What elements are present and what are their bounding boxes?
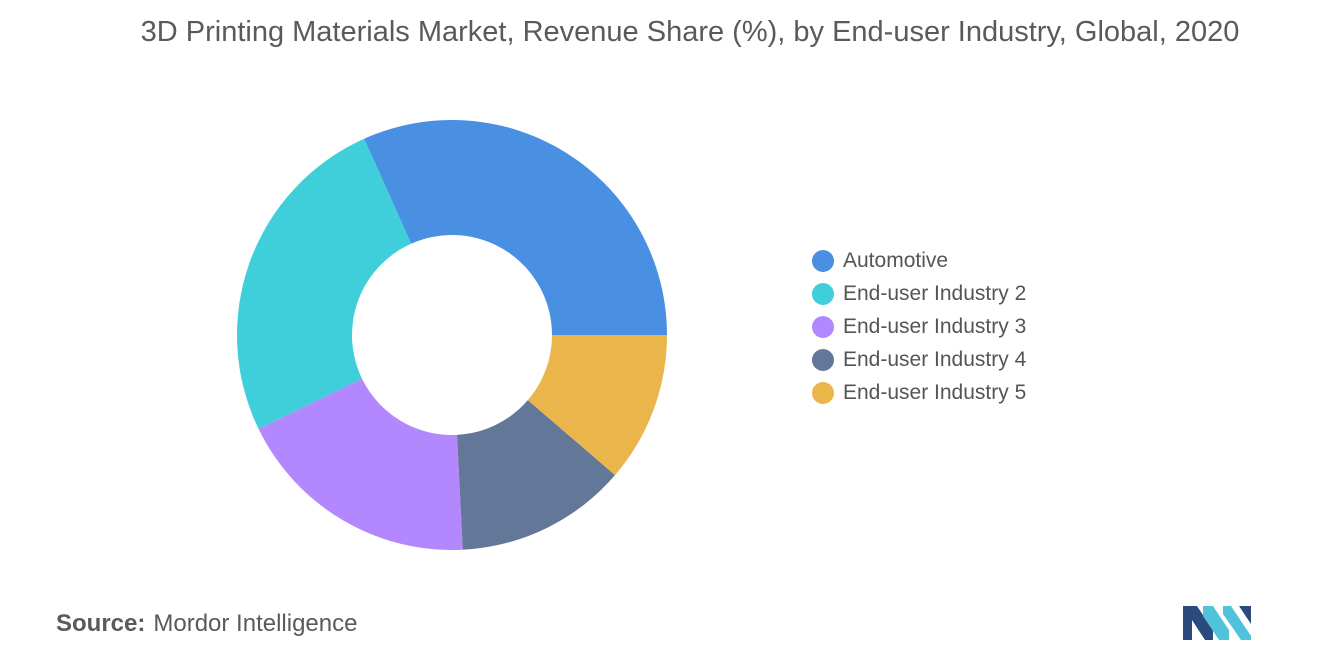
source-note: Source: Mordor Intelligence bbox=[56, 610, 357, 638]
chart-title: 3D Printing Materials Market, Revenue Sh… bbox=[140, 16, 1240, 48]
legend-label: Automotive bbox=[843, 248, 949, 272]
source-label: Source: bbox=[56, 610, 146, 637]
legend-swatch bbox=[812, 315, 834, 338]
legend-item: End-user Industry 3 bbox=[812, 310, 1026, 343]
slice-end-user-industry-5 bbox=[527, 335, 667, 476]
slice-end-user-industry-4 bbox=[457, 400, 616, 550]
legend-label: End-user Industry 3 bbox=[843, 314, 1027, 338]
legend-label: End-user Industry 5 bbox=[843, 380, 1027, 404]
source-text: Mordor Intelligence bbox=[153, 610, 358, 637]
legend-item: End-user Industry 2 bbox=[812, 277, 1026, 310]
chart-legend: Automotive End-user Industry 2 End-user In… bbox=[812, 244, 1026, 409]
legend-item: Automotive bbox=[812, 244, 1026, 277]
slice-automotive bbox=[364, 119, 667, 335]
legend-item: End-user Industry 5 bbox=[812, 376, 1026, 409]
legend-swatch bbox=[812, 282, 834, 305]
legend-label: End-user Industry 2 bbox=[843, 281, 1027, 305]
legend-item: End-user Industry 4 bbox=[812, 343, 1026, 376]
slice-end-user-industry-3 bbox=[258, 378, 463, 550]
legend-label: End-user Industry 4 bbox=[843, 347, 1027, 371]
legend-swatch bbox=[812, 381, 834, 404]
legend-swatch bbox=[812, 249, 834, 272]
mordor-intelligence-logo-icon bbox=[1183, 606, 1251, 640]
slice-end-user-industry-2 bbox=[236, 138, 412, 429]
legend-swatch bbox=[812, 348, 834, 371]
